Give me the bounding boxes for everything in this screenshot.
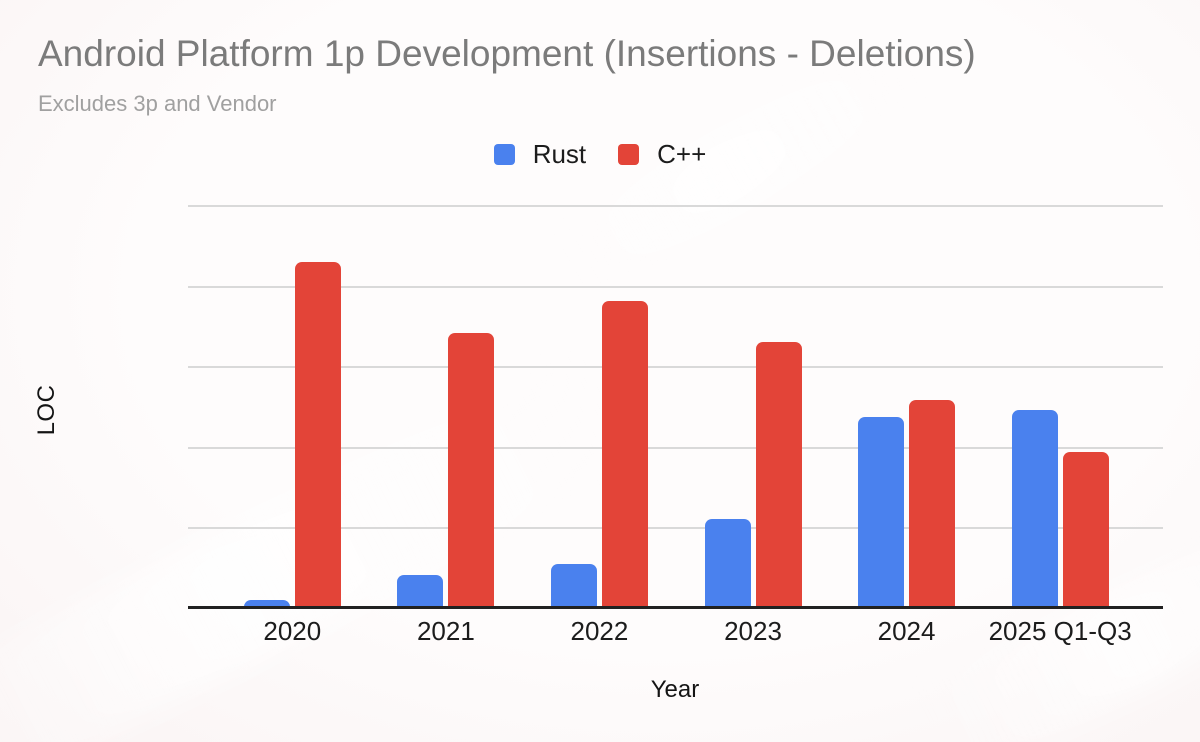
gridline: [188, 366, 1163, 369]
rust-bar: [397, 574, 444, 608]
c--bar: [1062, 452, 1109, 608]
c--bar: [909, 400, 956, 608]
x-axis-tick-labels: 2020 2021 2022 2023 2024 2025 Q1-Q3: [188, 616, 1163, 648]
legend-item-c-: C++: [618, 139, 706, 170]
rust-bar: [550, 564, 597, 608]
c--bar: [294, 262, 341, 608]
legend: Rust C++: [0, 139, 1200, 170]
bar-group-2025-q1-q3: [1011, 205, 1109, 608]
bar-group-2021: [397, 205, 495, 608]
rust-bar: [1011, 410, 1058, 608]
gridline: [188, 205, 1163, 207]
chart-subtitle: Excludes 3p and Vendor: [38, 91, 277, 116]
legend-swatch-icon: [493, 144, 515, 165]
gridline: [188, 446, 1163, 449]
bar-group-2023: [704, 205, 802, 608]
rust-bar: [243, 600, 290, 608]
gridline: [188, 527, 1163, 530]
bar-group-2020: [243, 205, 341, 608]
x-tick-label: 2024: [877, 616, 936, 646]
legend-item-rust: Rust: [493, 139, 587, 170]
bar-group-2024: [858, 205, 956, 608]
x-tick-label: 2021: [416, 616, 475, 646]
x-tick-label: 2025 Q1-Q3: [988, 616, 1132, 646]
x-axis-title: Year: [650, 676, 700, 703]
y-axis-title: LOC: [33, 384, 60, 436]
x-tick-label: 2022: [570, 616, 629, 646]
chart-title: Android Platform 1p Development (Inserti…: [38, 33, 976, 74]
c--bar: [755, 342, 802, 608]
rust-bar: [858, 417, 905, 608]
c--bar: [448, 333, 495, 608]
bar-group-2022: [550, 205, 648, 608]
plot-area: [188, 205, 1163, 609]
gridline: [188, 285, 1163, 288]
legend-label: C++: [657, 139, 707, 169]
x-tick-label: 2023: [724, 616, 782, 646]
legend-swatch-icon: [618, 144, 640, 165]
x-tick-label: 2020: [263, 616, 322, 646]
x-axis-line: [188, 606, 1163, 609]
c--bar: [601, 300, 648, 608]
rust-bar: [704, 518, 751, 608]
legend-label: Rust: [532, 139, 587, 169]
